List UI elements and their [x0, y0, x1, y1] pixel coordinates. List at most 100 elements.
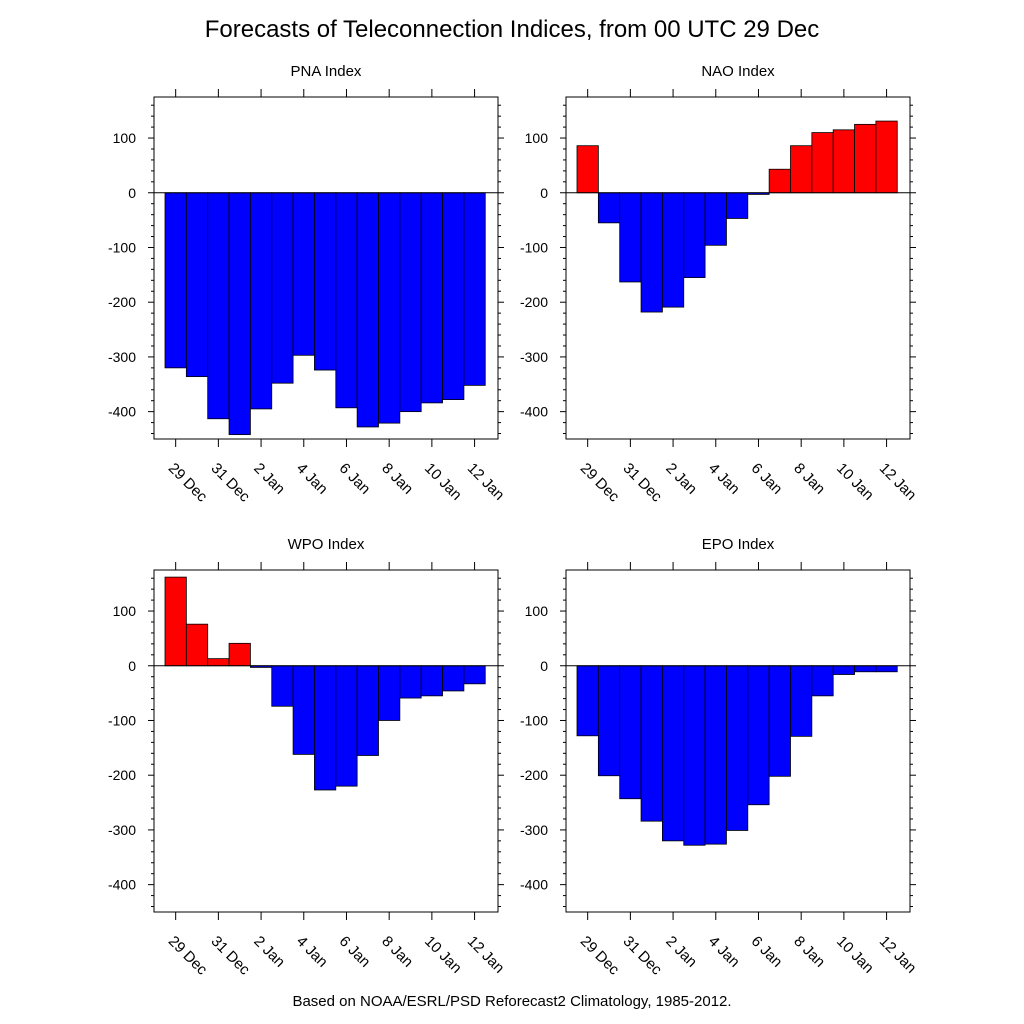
x-tick-label: 31 Dec	[208, 460, 254, 506]
y-tick-label: -100	[520, 712, 548, 728]
bar	[640, 665, 663, 822]
y-tick-label: 0	[540, 658, 548, 674]
x-tick-label: 2 Jan	[662, 933, 700, 971]
x-tick-label: 12 Jan	[876, 933, 920, 977]
y-tick-label: -100	[520, 239, 548, 255]
x-tick-label: 4 Jan	[705, 460, 743, 498]
x-tick-label: 2 Jan	[250, 933, 288, 971]
bar	[271, 665, 294, 707]
bar	[292, 665, 315, 755]
plot-frame	[153, 96, 499, 440]
y-tick-label: 100	[525, 130, 549, 146]
bar	[442, 192, 465, 401]
bar	[704, 192, 727, 246]
x-tick-label: 8 Jan	[378, 460, 416, 498]
bar	[292, 192, 315, 356]
bar	[854, 665, 877, 673]
bar	[875, 665, 898, 673]
x-tick-label: 6 Jan	[336, 460, 374, 498]
y-tick-label: 0	[540, 185, 548, 201]
x-tick-label: 8 Jan	[790, 933, 828, 971]
bar	[335, 192, 358, 409]
y-tick-label: -400	[108, 877, 136, 893]
x-tick-label: 29 Dec	[577, 933, 623, 979]
bar	[314, 192, 337, 371]
x-tick-label: 4 Jan	[293, 933, 331, 971]
y-tick-label: -400	[520, 404, 548, 420]
x-tick-label: 31 Dec	[620, 933, 666, 979]
x-tick-label: 4 Jan	[293, 460, 331, 498]
y-tick-label: -200	[520, 294, 548, 310]
y-tick-label: -300	[108, 822, 136, 838]
y-tick-label: -100	[108, 239, 136, 255]
bar	[768, 665, 791, 777]
bar	[662, 192, 685, 308]
bar	[442, 665, 465, 692]
y-tick-label: 0	[128, 185, 136, 201]
footer-note: Based on NOAA/ESRL/PSD Reforecast2 Clima…	[292, 993, 732, 1010]
plot-frame	[565, 96, 911, 440]
x-tick-label: 29 Dec	[165, 933, 211, 979]
bar	[640, 192, 663, 313]
y-tick-label: -200	[520, 767, 548, 783]
bar	[378, 192, 401, 424]
y-tick-label: -400	[520, 877, 548, 893]
bar	[207, 658, 230, 667]
bar	[619, 665, 642, 800]
x-tick-label: 12 Jan	[876, 460, 920, 504]
x-tick-label: 29 Dec	[577, 460, 623, 506]
y-tick-label: -300	[520, 349, 548, 365]
bar	[228, 192, 251, 436]
bar	[356, 665, 379, 756]
bar	[271, 192, 294, 384]
x-tick-label: 10 Jan	[833, 460, 877, 504]
y-tick-label: 100	[525, 603, 549, 619]
x-tick-label: 8 Jan	[378, 933, 416, 971]
chart-title: EPO Index	[702, 536, 775, 553]
y-tick-label: -200	[108, 767, 136, 783]
bar	[378, 665, 401, 721]
y-tick-label: -300	[520, 822, 548, 838]
plot-frame	[153, 569, 499, 913]
bar	[420, 192, 443, 404]
bar	[356, 192, 379, 428]
chart-title: WPO Index	[288, 536, 365, 553]
bar	[832, 129, 855, 194]
x-tick-label: 4 Jan	[705, 933, 743, 971]
bar	[185, 623, 209, 667]
bar	[662, 665, 685, 842]
bar	[576, 665, 599, 737]
y-tick-label: -200	[108, 294, 136, 310]
bar	[228, 642, 251, 667]
bar	[597, 665, 621, 777]
bar	[576, 145, 599, 194]
x-tick-label: 29 Dec	[165, 460, 211, 506]
bar	[854, 123, 877, 194]
y-tick-label: -300	[108, 349, 136, 365]
bar	[619, 192, 642, 283]
bar	[768, 168, 791, 194]
main-title: Forecasts of Teleconnection Indices, fro…	[204, 16, 820, 43]
bar	[463, 665, 486, 685]
x-tick-label: 6 Jan	[748, 933, 786, 971]
y-tick-label: -400	[108, 404, 136, 420]
bar	[314, 665, 337, 791]
bar	[811, 132, 834, 194]
y-tick-label: 100	[113, 130, 137, 146]
bar	[164, 576, 187, 667]
x-tick-label: 31 Dec	[208, 933, 254, 979]
bar	[747, 665, 770, 806]
bar	[463, 192, 486, 386]
x-tick-label: 2 Jan	[250, 460, 288, 498]
y-tick-label: -100	[108, 712, 136, 728]
bar	[875, 120, 898, 194]
bar	[420, 665, 443, 697]
chart-title: PNA Index	[291, 63, 362, 80]
chart-title: NAO Index	[701, 63, 775, 80]
x-tick-label: 8 Jan	[790, 460, 828, 498]
bar	[597, 192, 621, 224]
